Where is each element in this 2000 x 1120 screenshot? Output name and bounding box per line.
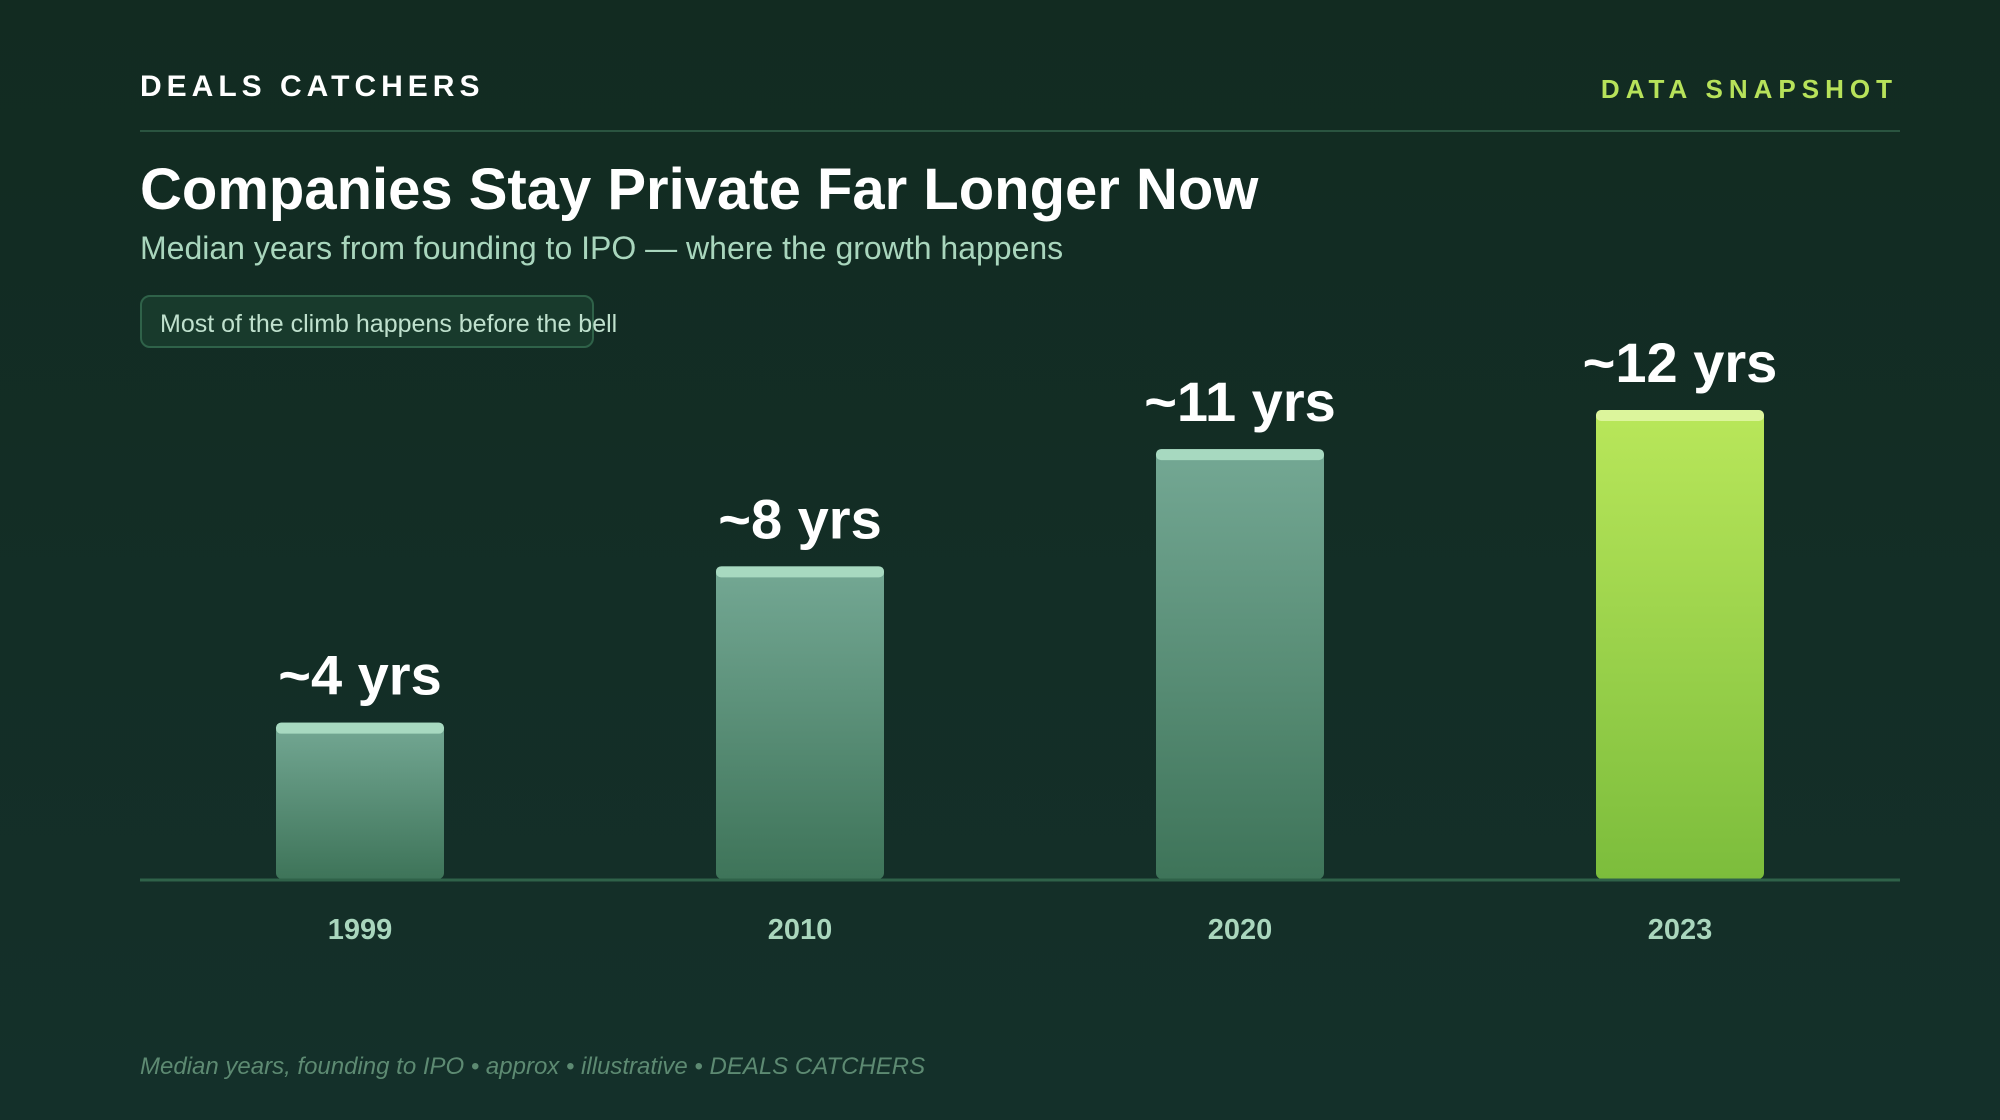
bar-2023 bbox=[1596, 410, 1764, 879]
x-tick-label-2010: 2010 bbox=[768, 914, 833, 946]
x-tick-label-2020: 2020 bbox=[1208, 914, 1273, 946]
header-divider bbox=[140, 130, 1900, 132]
section-tag: DATA SNAPSHOT bbox=[1600, 74, 1898, 104]
chart-title: Companies Stay Private Far Longer Now bbox=[140, 157, 1259, 222]
chart-subtitle: Median years from founding to IPO — wher… bbox=[140, 230, 1064, 266]
x-tick-label-1999: 1999 bbox=[328, 914, 393, 946]
bars-group: ~4 yrs 1999 ~8 yrs 2010 ~11 yrs 2020 ~12 yrs 20… bbox=[276, 331, 1777, 946]
bar-cap-2020 bbox=[1156, 449, 1324, 461]
bar-cap-2023 bbox=[1596, 410, 1764, 421]
data-label-2023: ~12 yrs bbox=[1583, 331, 1778, 394]
footer-note: Median years, founding to IPO • approx •… bbox=[140, 1053, 926, 1080]
bar-cap-2010 bbox=[716, 566, 884, 578]
bar-1999 bbox=[276, 722, 444, 879]
bar-2010 bbox=[716, 566, 884, 879]
data-label-1999: ~4 yrs bbox=[278, 644, 442, 707]
bar-2020 bbox=[1156, 449, 1324, 879]
bar-cap-1999 bbox=[276, 722, 444, 734]
brand-name: DEALS CATCHERS bbox=[140, 70, 485, 103]
callout-box: Most of the climb happens before the bel… bbox=[140, 295, 617, 348]
data-label-2010: ~8 yrs bbox=[718, 487, 882, 550]
data-label-2020: ~11 yrs bbox=[1144, 370, 1336, 433]
bar-chart: ~4 yrs 1999 ~8 yrs 2010 ~11 yrs 2020 ~12 yrs 20… bbox=[140, 331, 1900, 946]
x-tick-label-2023: 2023 bbox=[1648, 914, 1713, 946]
